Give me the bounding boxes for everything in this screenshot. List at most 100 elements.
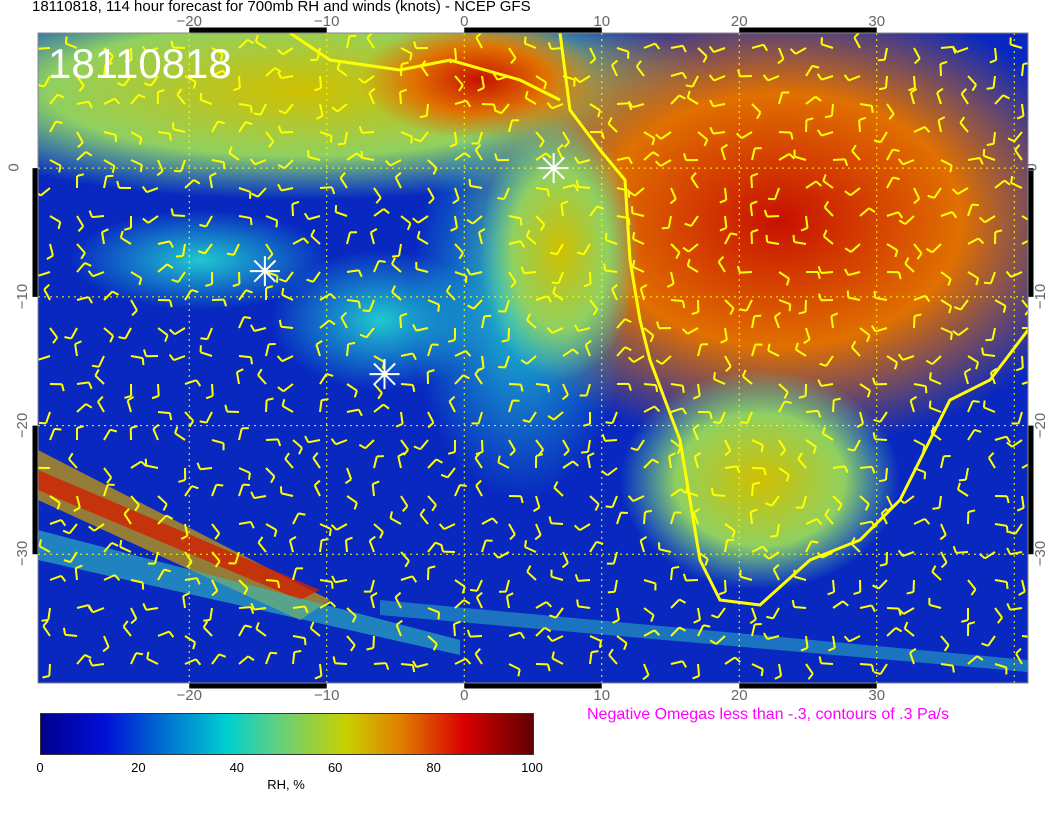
wind-barb	[778, 383, 789, 399]
wind-barb	[778, 400, 792, 413]
wind-barb	[130, 131, 143, 145]
wind-barb	[832, 158, 849, 167]
wind-barb	[551, 651, 564, 665]
wind-barb	[38, 271, 51, 277]
wind-barb	[499, 579, 510, 593]
wind-barb	[967, 621, 976, 637]
wind-barb	[346, 34, 357, 49]
wind-barb	[344, 467, 353, 485]
wind-barb	[346, 635, 356, 652]
wind-barb	[985, 327, 996, 342]
wind-barb	[873, 663, 888, 676]
wind-barb	[199, 411, 213, 424]
wind-barb	[184, 288, 199, 301]
wind-barb	[447, 439, 456, 455]
wind-barb	[306, 271, 321, 283]
wind-barb	[228, 551, 240, 565]
wind-barb	[49, 120, 63, 133]
wind-barb	[38, 539, 51, 553]
wind-barb	[146, 651, 159, 665]
lat-tick: 0	[1023, 163, 1041, 172]
wind-barb	[228, 146, 240, 161]
wind-barb	[616, 47, 630, 59]
wind-barb	[315, 103, 324, 120]
wind-barb	[454, 75, 464, 92]
wind-barb	[292, 567, 304, 581]
wind-barb	[589, 299, 599, 316]
wind-barb	[454, 271, 468, 283]
wind-barb	[400, 352, 417, 361]
wind-barb	[281, 287, 294, 301]
wind-barb	[940, 635, 950, 652]
wind-barb	[535, 75, 548, 90]
wind-barb	[176, 88, 186, 105]
wind-barb	[843, 635, 861, 643]
wind-barb	[497, 187, 510, 201]
wind-barb	[589, 205, 605, 217]
wind-barb	[156, 159, 164, 177]
wind-barb	[497, 455, 510, 469]
wind-barb	[897, 353, 915, 361]
wind-barb	[658, 542, 672, 553]
wind-barb	[249, 158, 267, 166]
wind-barb	[265, 438, 282, 447]
wind-barb	[265, 523, 278, 538]
wind-barb	[413, 439, 429, 451]
wind-barb	[400, 131, 414, 144]
wind-barb	[797, 452, 807, 469]
wind-barb	[175, 243, 186, 258]
wind-barb	[556, 143, 564, 161]
wind-barb	[454, 579, 466, 594]
wind-barb	[909, 87, 918, 105]
wind-barb	[445, 284, 456, 301]
asterisk-marker	[538, 153, 569, 184]
wind-barb	[238, 38, 255, 49]
wind-barb	[1016, 103, 1025, 120]
wind-barb	[203, 607, 213, 622]
wind-barb	[778, 299, 792, 312]
wind-barb	[103, 62, 113, 77]
wind-barb	[199, 345, 213, 357]
wind-barb	[720, 143, 728, 161]
wind-barb	[362, 299, 375, 313]
wind-barb	[265, 651, 278, 665]
wind-barb	[277, 159, 294, 170]
wind-barb	[607, 579, 618, 594]
wind-barb	[751, 343, 763, 357]
wind-barb	[426, 369, 435, 385]
wind-barb	[278, 271, 294, 283]
wind-barb	[427, 495, 437, 512]
wind-barb	[415, 261, 429, 273]
wind-barb	[368, 87, 376, 105]
wind-barb	[452, 620, 461, 637]
wind-barb	[440, 544, 456, 553]
wind-barb	[184, 75, 197, 89]
wind-barb	[925, 243, 942, 254]
wind-barb	[967, 399, 980, 413]
wind-barb	[346, 607, 357, 623]
wind-barb	[749, 508, 758, 525]
wind-barb	[481, 314, 492, 329]
wind-barb	[773, 311, 782, 329]
wind-barb	[251, 187, 267, 198]
wind-barb	[886, 176, 900, 189]
wind-barb	[226, 243, 240, 256]
wind-barb	[62, 523, 78, 535]
wind-barb	[427, 159, 438, 175]
rh-colorbar	[40, 713, 534, 755]
wind-barb	[157, 630, 175, 638]
wind-barb	[994, 229, 1003, 245]
wind-barb	[368, 535, 376, 553]
wind-barb	[309, 621, 321, 637]
wind-barb	[238, 467, 251, 480]
wind-barb	[635, 60, 645, 77]
wind-barb	[466, 629, 483, 638]
wind-barb	[238, 215, 253, 226]
wind-barb	[872, 432, 888, 441]
wind-barb	[763, 209, 780, 218]
wind-barb	[331, 575, 348, 584]
wind-barb	[358, 75, 375, 84]
wind-barb	[562, 348, 579, 357]
wind-barb	[655, 355, 672, 365]
wind-barb	[818, 656, 834, 665]
